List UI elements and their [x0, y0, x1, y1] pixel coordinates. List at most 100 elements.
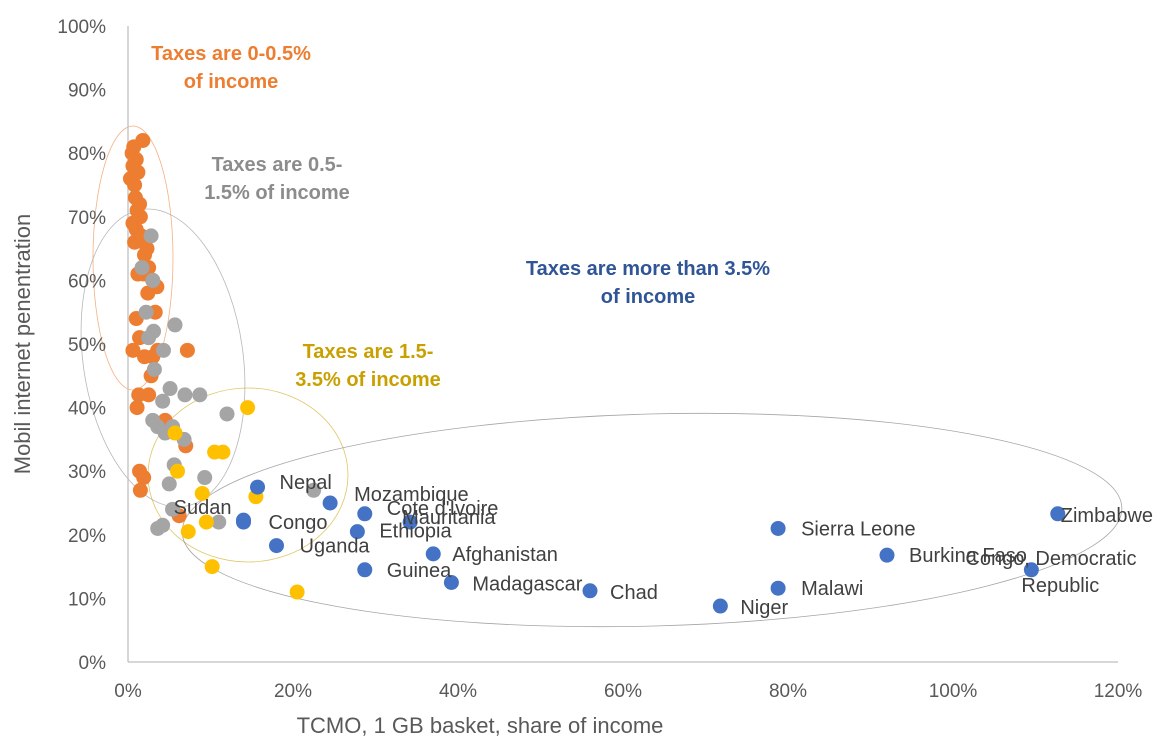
- data-point: [712, 598, 728, 614]
- data-point: [197, 470, 213, 486]
- data-point: [138, 304, 154, 320]
- data-point: [204, 559, 220, 575]
- annotation-text: Taxes are 0.5-1.5% of income: [204, 154, 350, 204]
- data-point: [132, 482, 148, 498]
- data-point: [582, 583, 598, 599]
- point-label: Mozambique: [354, 484, 469, 506]
- data-point: [240, 400, 256, 416]
- data-point: [215, 444, 231, 460]
- y-tick-label: 50%: [68, 335, 106, 356]
- data-point: [130, 164, 146, 180]
- x-axis-title: TCMO, 1 GB basket, share of income: [297, 713, 664, 738]
- point-label: Sudan: [174, 497, 232, 519]
- x-tick-labels: 0% 20% 40% 60% 80% 100% 120%: [114, 681, 1142, 702]
- data-point: [143, 228, 159, 244]
- annotations: Taxes are 0-0.5% of income Taxes are 0.5-1…: [151, 43, 770, 391]
- data-point: [269, 538, 284, 554]
- y-tick-labels: 0% 10% 20% 30% 40% 50% 60% 70% 80% 90% 100%: [57, 17, 106, 674]
- point-label: Malawi: [801, 578, 863, 600]
- data-point: [146, 361, 162, 377]
- data-point: [219, 406, 235, 422]
- data-point: [134, 260, 150, 276]
- annotation-text: Taxes are more than 3.5% of income: [526, 258, 770, 308]
- data-point: [177, 387, 193, 403]
- data-point: [770, 520, 786, 536]
- data-point: [402, 514, 418, 530]
- data-point: [165, 501, 181, 517]
- data-point: [198, 514, 214, 530]
- point-label: Congo: [269, 512, 328, 534]
- data-points: [122, 132, 1066, 614]
- point-label: Burkina Faso: [909, 545, 1027, 567]
- y-tick-label: 70%: [68, 208, 106, 229]
- point-label: Cote d'Ivoire: [387, 498, 499, 520]
- x-tick-label: 60%: [604, 681, 642, 702]
- data-point: [155, 517, 171, 533]
- data-point: [443, 575, 459, 590]
- y-tick-label: 20%: [68, 526, 106, 547]
- y-tick-label: 10%: [68, 589, 106, 610]
- y-tick-label: 30%: [68, 462, 106, 483]
- data-point: [879, 547, 895, 563]
- y-tick-label: 60%: [68, 271, 106, 292]
- data-point: [180, 524, 196, 540]
- y-tick-label: 40%: [68, 399, 106, 420]
- data-point: [170, 463, 185, 479]
- data-point: [250, 479, 266, 495]
- data-point: [322, 495, 338, 511]
- data-point: [349, 524, 365, 540]
- point-label: Nepal: [280, 472, 332, 494]
- point-label: Republic: [1021, 575, 1099, 597]
- data-point: [236, 514, 251, 530]
- data-point: [155, 342, 171, 358]
- point-label: Sierra Leone: [801, 518, 916, 540]
- data-point: [136, 470, 152, 486]
- data-point: [129, 400, 145, 416]
- x-tick-label: 20%: [274, 681, 312, 702]
- data-point: [135, 132, 151, 148]
- data-point: [141, 330, 157, 346]
- point-label: Guinea: [387, 560, 452, 582]
- data-point: [425, 546, 441, 562]
- data-point: [141, 387, 157, 403]
- point-label: Niger: [740, 597, 788, 619]
- point-label: Chad: [610, 582, 658, 604]
- data-point: [179, 342, 195, 358]
- x-tick-label: 120%: [1094, 681, 1143, 702]
- data-point: [357, 562, 373, 578]
- x-tick-label: 0%: [114, 681, 142, 702]
- data-point: [128, 152, 144, 168]
- point-label: Congo, Democratic: [965, 548, 1136, 570]
- data-point: [132, 209, 148, 225]
- data-point: [167, 425, 183, 441]
- data-point: [192, 387, 208, 403]
- y-tick-label: 0%: [79, 653, 107, 674]
- data-point: [1023, 562, 1039, 578]
- x-tick-label: 80%: [769, 681, 807, 702]
- data-point: [127, 177, 143, 193]
- y-axis-title: Mobil internet penentration: [10, 214, 35, 475]
- data-point: [289, 584, 305, 600]
- data-point: [770, 580, 786, 596]
- data-point: [140, 285, 156, 301]
- point-label: Zimbabwe: [1061, 505, 1153, 527]
- data-point: [306, 482, 322, 498]
- data-point: [155, 393, 171, 409]
- point-label: Ethiopia: [379, 521, 452, 543]
- annotation-text: Taxes are 1.5-3.5% of income: [295, 341, 441, 391]
- data-point: [167, 317, 183, 333]
- data-point: [161, 476, 177, 492]
- point-label: Madagascar: [472, 574, 582, 596]
- x-tick-label: 100%: [929, 681, 978, 702]
- point-label: Uganda: [300, 536, 371, 558]
- data-point: [132, 196, 148, 212]
- data-point: [211, 514, 227, 530]
- point-label: Mauritania: [402, 507, 496, 529]
- y-tick-label: 80%: [68, 144, 106, 165]
- data-point: [162, 381, 178, 397]
- y-tick-label: 90%: [68, 81, 106, 102]
- data-point: [145, 272, 161, 288]
- data-point: [357, 506, 373, 522]
